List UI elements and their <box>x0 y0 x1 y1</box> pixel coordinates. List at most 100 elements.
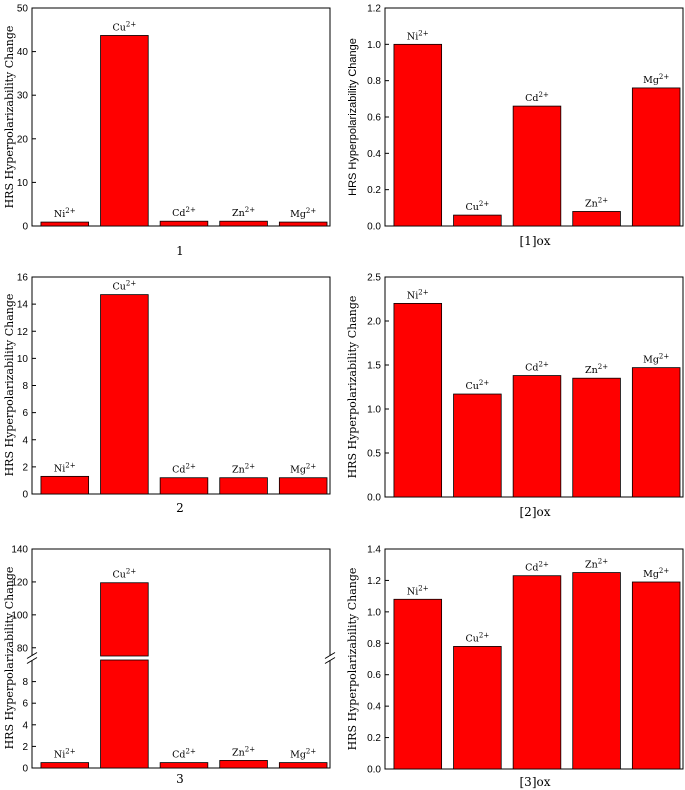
panel-title: [1]ox <box>520 234 551 248</box>
y-tick-label: 6 <box>22 408 28 419</box>
bar-1 <box>453 214 502 227</box>
category-label: Cd2+ <box>525 361 549 374</box>
category-label: Cu2+ <box>113 280 137 293</box>
y-tick-label: 1.5 <box>367 361 381 372</box>
y-tick-label: 0.4 <box>367 702 381 713</box>
y-tick-label: 8 <box>22 677 28 688</box>
y-tick-label: 140 <box>11 545 28 556</box>
y-tick-label: 0 <box>22 764 28 775</box>
category-label: Zn2+ <box>585 363 608 376</box>
y-tick-label: 10 <box>17 178 29 189</box>
bar-3 <box>572 572 621 770</box>
y-tick-label: 0.0 <box>367 765 381 776</box>
y-tick-label: 30 <box>17 91 29 102</box>
y-axis-label: HRS Hyperpolarizability Change <box>347 38 359 196</box>
category-label: Cd2+ <box>172 748 196 761</box>
category-label: Zn2+ <box>585 558 608 571</box>
axis-break-mark <box>324 652 336 659</box>
category-label: Cd2+ <box>172 206 196 219</box>
plot-frame <box>31 548 331 769</box>
bar-2 <box>512 375 562 498</box>
bar-4 <box>631 87 681 227</box>
bar-2 <box>159 477 209 495</box>
axis-break-gap-left <box>29 656 35 660</box>
y-tick-label: 4 <box>22 435 28 446</box>
y-tick-label: 1.4 <box>367 545 381 556</box>
bar-3 <box>219 477 268 495</box>
category-label: Ni2+ <box>407 29 429 42</box>
y-tick-label: 1.2 <box>367 4 381 15</box>
bar-4 <box>631 581 681 770</box>
bar-3 <box>572 377 621 498</box>
y-tick-label: 16 <box>17 273 29 284</box>
bar-1 <box>100 294 149 495</box>
bar-4 <box>631 367 681 498</box>
y-tick-label: 40 <box>17 47 29 58</box>
y-tick-label: 0.4 <box>367 149 381 160</box>
category-label: Ni2+ <box>407 584 429 597</box>
bar-3 <box>572 211 621 227</box>
y-tick-label: 2 <box>22 742 28 753</box>
y-tick-label: 2.5 <box>367 273 381 284</box>
y-tick-label: 0.5 <box>367 449 381 460</box>
chart-panel-1: 0 10 20 30 40 50 Ni2+ Cu2+ Cd2+ Zn2+ Mg2+ HRS Hyper… <box>3 4 331 258</box>
axis-break-mark <box>324 657 336 664</box>
bar-0 <box>40 762 90 769</box>
panel-title: [2]ox <box>520 505 551 519</box>
y-tick-label: 4 <box>22 720 28 731</box>
bar-4 <box>278 221 328 227</box>
bar-2 <box>159 220 209 227</box>
y-tick-label: 100 <box>11 610 28 621</box>
category-label: Zn2+ <box>232 463 255 476</box>
bar-1 <box>453 393 502 498</box>
category-label: Ni2+ <box>54 461 76 474</box>
category-label: Cd2+ <box>525 561 549 574</box>
bar-0 <box>40 221 90 227</box>
bar-0 <box>393 43 443 227</box>
y-tick-label: 2.0 <box>367 317 381 328</box>
y-tick-label: 1.2 <box>367 576 381 587</box>
category-label: Zn2+ <box>585 196 608 209</box>
category-label: Ni2+ <box>407 288 429 301</box>
y-axis-label: HRS Hyperpolarizability Change <box>346 568 359 751</box>
bar-2 <box>512 575 562 770</box>
category-label: Zn2+ <box>232 206 255 219</box>
panel-title: [3]ox <box>520 775 551 789</box>
y-tick-label: 2 <box>22 462 28 473</box>
category-label: Cu2+ <box>113 20 137 33</box>
chart-panel-6: 0.0 0.2 0.4 0.6 0.8 1.0 1.2 1.4 Ni2+ Cu2+ Cd2+ Zn2+… <box>346 545 684 789</box>
y-tick-label: 0.0 <box>367 222 381 233</box>
panel-title: 1 <box>176 244 184 258</box>
axis-break-mark <box>26 657 38 664</box>
y-tick-label: 50 <box>17 4 29 15</box>
y-axis-label: HRS Hyperpolarizability Change <box>3 26 16 209</box>
category-label: Cu2+ <box>466 379 490 392</box>
category-label: Cu2+ <box>113 568 137 581</box>
y-tick-label: 1.0 <box>367 405 381 416</box>
chart-panel-5: 0 2 4 6 8 80 100 120 140 Ni2+ Cu2+ Cd2+ Zn2+ Mg2+ HRS … <box>3 545 336 786</box>
bar-1 <box>100 35 149 227</box>
panel-title: 2 <box>176 501 184 515</box>
bar-3 <box>219 760 268 769</box>
y-tick-label: 0.6 <box>367 113 381 124</box>
bar-0 <box>393 302 443 498</box>
plot-frame <box>31 7 331 227</box>
category-label: Mg2+ <box>290 207 316 220</box>
y-tick-label: 80 <box>17 643 29 654</box>
category-label: Ni2+ <box>54 748 76 761</box>
category-label: Cd2+ <box>525 91 549 104</box>
category-label: Cu2+ <box>466 200 490 213</box>
y-tick-label: 10 <box>17 354 29 365</box>
bar-0 <box>40 475 90 495</box>
bar-1-upper <box>100 582 149 657</box>
bar-2 <box>159 762 209 769</box>
y-tick-label: 0.2 <box>367 733 381 744</box>
bar-1 <box>453 646 502 770</box>
bar-4 <box>278 762 328 769</box>
y-tick-label: 1.0 <box>367 40 381 51</box>
y-tick-label: 6 <box>22 699 28 710</box>
category-label: Mg2+ <box>290 463 316 476</box>
y-tick-label: 1.0 <box>367 607 381 618</box>
bar-2 <box>512 105 562 227</box>
